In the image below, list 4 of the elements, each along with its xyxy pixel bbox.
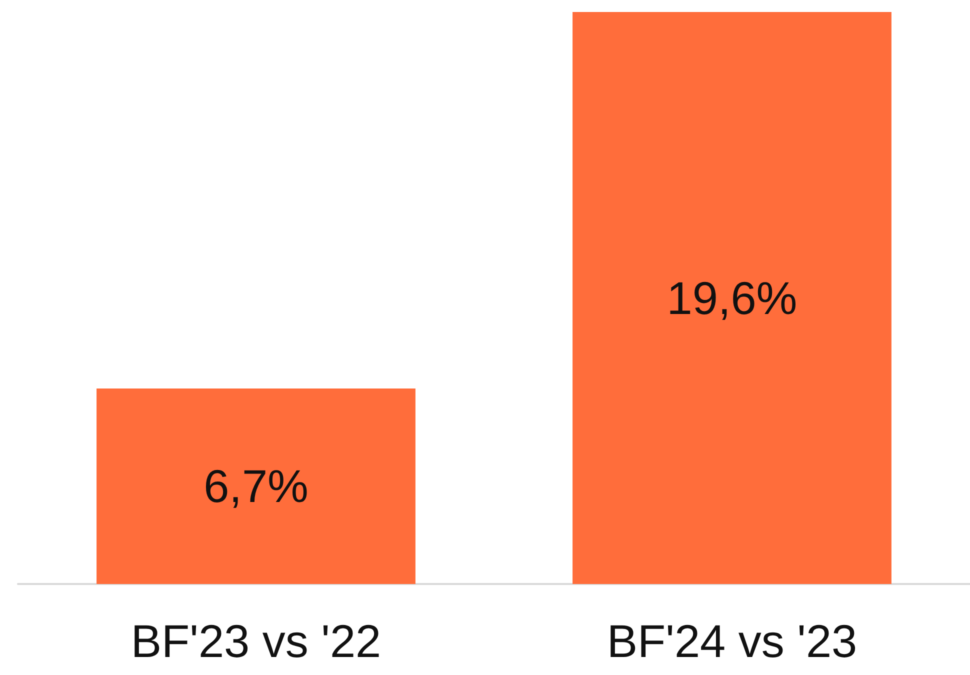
x-tick-label: BF'23 vs '22	[130, 615, 382, 667]
x-tick-label: BF'24 vs '23	[606, 615, 858, 667]
data-label: 19,6%	[666, 272, 798, 324]
data-label: 6,7%	[204, 460, 308, 512]
